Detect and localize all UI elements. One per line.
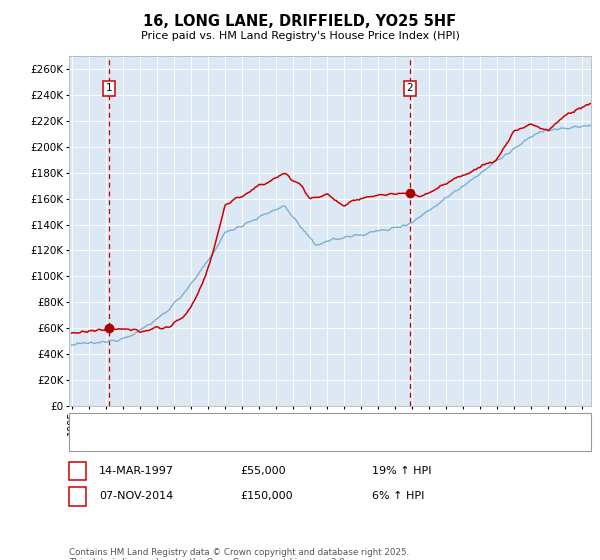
Text: HPI: Average price, semi-detached house, East Riding of Yorkshire: HPI: Average price, semi-detached house,… xyxy=(114,435,443,445)
Text: 16, LONG LANE, DRIFFIELD, YO25 5HF (semi-detached house): 16, LONG LANE, DRIFFIELD, YO25 5HF (semi… xyxy=(114,418,422,428)
Text: 16, LONG LANE, DRIFFIELD, YO25 5HF: 16, LONG LANE, DRIFFIELD, YO25 5HF xyxy=(143,14,457,29)
Text: Price paid vs. HM Land Registry's House Price Index (HPI): Price paid vs. HM Land Registry's House … xyxy=(140,31,460,41)
Text: £150,000: £150,000 xyxy=(240,491,293,501)
Text: 1: 1 xyxy=(106,83,112,94)
Text: £55,000: £55,000 xyxy=(240,466,286,476)
Text: 1: 1 xyxy=(74,466,81,476)
Text: 2: 2 xyxy=(406,83,413,94)
Text: 14-MAR-1997: 14-MAR-1997 xyxy=(99,466,174,476)
Text: 2: 2 xyxy=(74,491,81,501)
Text: 6% ↑ HPI: 6% ↑ HPI xyxy=(372,491,424,501)
Text: 19% ↑ HPI: 19% ↑ HPI xyxy=(372,466,431,476)
Text: 07-NOV-2014: 07-NOV-2014 xyxy=(99,491,173,501)
Text: Contains HM Land Registry data © Crown copyright and database right 2025.
This d: Contains HM Land Registry data © Crown c… xyxy=(69,548,409,560)
